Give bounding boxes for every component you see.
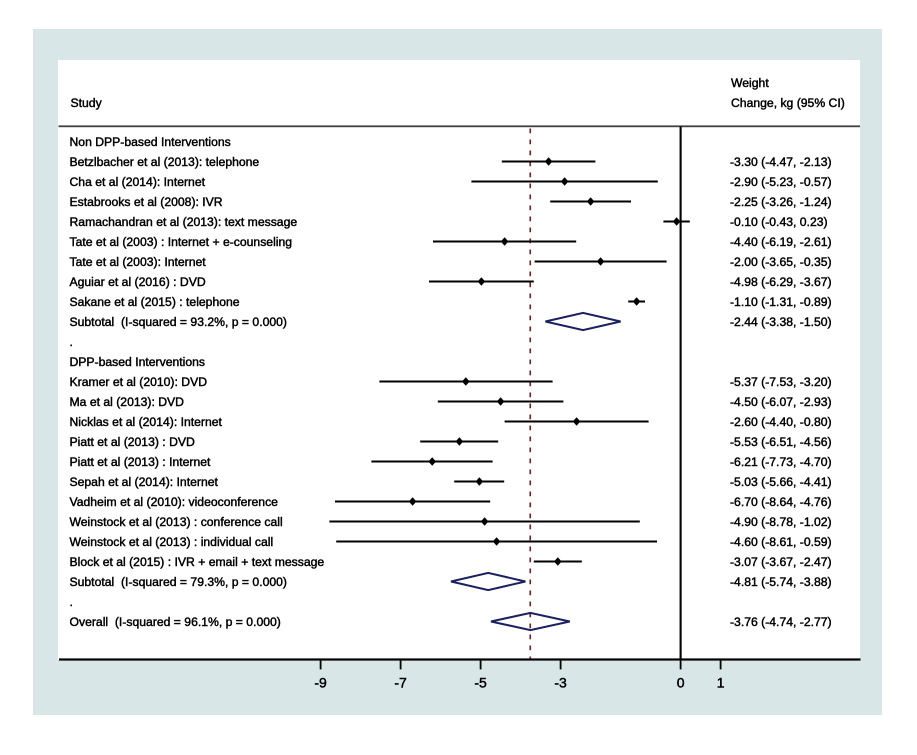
svg-text:Sakane et al (2015) : telephon: Sakane et al (2015) : telephone: [70, 295, 240, 309]
svg-text:Piatt et al (2013) : Internet: Piatt et al (2013) : Internet: [70, 455, 212, 469]
svg-text:Ma et al (2013): DVD: Ma et al (2013): DVD: [70, 395, 185, 409]
svg-text:-3.30 (-4.47, -2.13): -3.30 (-4.47, -2.13): [730, 155, 832, 169]
svg-text:-4.81 (-5.74, -3.88): -4.81 (-5.74, -3.88): [730, 575, 832, 589]
svg-text:Aguiar et al (2016) : DVD: Aguiar et al (2016) : DVD: [70, 275, 206, 289]
svg-text:-3.07 (-3.67, -2.47): -3.07 (-3.67, -2.47): [730, 555, 832, 569]
svg-text:-7: -7: [394, 674, 407, 690]
svg-text:Non DPP-based Interventions: Non DPP-based Interventions: [70, 135, 231, 149]
svg-text:-0.10 (-0.43, 0.23): -0.10 (-0.43, 0.23): [730, 215, 828, 229]
svg-text:Kramer et al (2010): DVD: Kramer et al (2010): DVD: [70, 375, 208, 389]
svg-text:Sepah et al (2014): Internet: Sepah et al (2014): Internet: [70, 475, 219, 489]
svg-text:Piatt et al (2013) : DVD: Piatt et al (2013) : DVD: [70, 435, 196, 449]
svg-text:Study: Study: [71, 96, 103, 110]
svg-text:-3.76 (-4.74, -2.77): -3.76 (-4.74, -2.77): [730, 615, 832, 629]
svg-text:1: 1: [717, 674, 725, 690]
svg-text:Change, kg (95% CI): Change, kg (95% CI): [731, 96, 845, 110]
svg-text:Cha et al (2014): Internet: Cha et al (2014): Internet: [70, 175, 206, 189]
svg-text:Ramachandran et al (2013): tex: Ramachandran et al (2013): text message: [70, 215, 298, 229]
svg-text:Block et al (2015) : IVR + ema: Block et al (2015) : IVR + email + text …: [70, 555, 325, 569]
svg-text:.: .: [70, 595, 73, 609]
svg-text:Nicklas et al (2014): Internet: Nicklas et al (2014): Internet: [70, 415, 223, 429]
svg-text:Subtotal (I-squared = 93.2%,: Subtotal (I-squared = 93.2%, p = 0.000): [70, 315, 287, 329]
svg-text:-1.10 (-1.31, -0.89): -1.10 (-1.31, -0.89): [730, 295, 832, 309]
svg-text:-2.25 (-3.26, -1.24): -2.25 (-3.26, -1.24): [730, 195, 832, 209]
svg-text:-5: -5: [474, 674, 487, 690]
svg-text:.: .: [70, 335, 73, 349]
svg-text:-2.00 (-3.65, -0.35): -2.00 (-3.65, -0.35): [730, 255, 832, 269]
svg-text:-6.70 (-8.64, -4.76): -6.70 (-8.64, -4.76): [730, 495, 832, 509]
svg-text:-4.40 (-6.19, -2.61): -4.40 (-6.19, -2.61): [730, 235, 832, 249]
svg-text:Subtotal (I-squared = 79.3%,: Subtotal (I-squared = 79.3%, p = 0.000): [70, 575, 287, 589]
svg-text:-2.90 (-5.23, -0.57): -2.90 (-5.23, -0.57): [730, 175, 832, 189]
svg-text:Overall (I-squared = 96.1%, p: Overall (I-squared = 96.1%, p = 0.000): [70, 615, 281, 629]
svg-text:Tate et al (2003) : Internet +: Tate et al (2003) : Internet + e-counsel…: [70, 235, 293, 249]
svg-text:Estabrooks et al (2008): IVR: Estabrooks et al (2008): IVR: [70, 195, 223, 209]
svg-text:-2.60 (-4.40, -0.80): -2.60 (-4.40, -0.80): [730, 415, 832, 429]
svg-text:Weinstock et al (2013) : indiv: Weinstock et al (2013) : individual call: [70, 535, 274, 549]
svg-text:-5.03 (-5.66, -4.41): -5.03 (-5.66, -4.41): [730, 475, 832, 489]
svg-text:Betzlbacher et al (2013): tele: Betzlbacher et al (2013): telephone: [70, 155, 260, 169]
svg-text:Vadheim et al (2010): videocon: Vadheim et al (2010): videoconference: [70, 495, 279, 509]
svg-text:-2.44 (-3.38, -1.50): -2.44 (-3.38, -1.50): [730, 315, 832, 329]
svg-text:-5.53 (-6.51, -4.56): -5.53 (-6.51, -4.56): [730, 435, 832, 449]
svg-text:Weinstock et al (2013) : confe: Weinstock et al (2013) : conference call: [70, 515, 283, 529]
svg-text:-4.98 (-6.29, -3.67): -4.98 (-6.29, -3.67): [730, 275, 832, 289]
svg-text:-4.90 (-8.78, -1.02): -4.90 (-8.78, -1.02): [730, 515, 832, 529]
svg-text:-4.60 (-8.61, -0.59): -4.60 (-8.61, -0.59): [730, 535, 832, 549]
svg-text:-9: -9: [314, 674, 327, 690]
svg-text:-5.37 (-7.53, -3.20): -5.37 (-7.53, -3.20): [730, 375, 832, 389]
svg-text:Tate et al (2003): Internet: Tate et al (2003): Internet: [70, 255, 207, 269]
svg-text:0: 0: [677, 674, 685, 690]
svg-text:-6.21 (-7.73, -4.70): -6.21 (-7.73, -4.70): [730, 455, 832, 469]
svg-text:DPP-based Interventions: DPP-based Interventions: [70, 355, 206, 369]
svg-text:-3: -3: [554, 674, 567, 690]
svg-text:Weight: Weight: [731, 76, 769, 90]
svg-text:-4.50 (-6.07, -2.93): -4.50 (-6.07, -2.93): [730, 395, 832, 409]
